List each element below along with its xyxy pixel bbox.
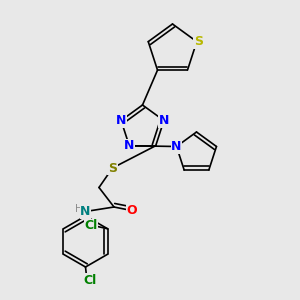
Text: S: S [194, 35, 203, 48]
Text: S: S [108, 161, 117, 175]
Text: N: N [159, 114, 169, 127]
Text: N: N [124, 139, 134, 152]
Text: N: N [171, 140, 182, 153]
Text: N: N [80, 205, 91, 218]
Text: Cl: Cl [83, 274, 97, 287]
Text: H: H [75, 204, 82, 214]
Text: Cl: Cl [85, 219, 98, 232]
Text: O: O [127, 203, 137, 217]
Text: N: N [116, 114, 126, 127]
